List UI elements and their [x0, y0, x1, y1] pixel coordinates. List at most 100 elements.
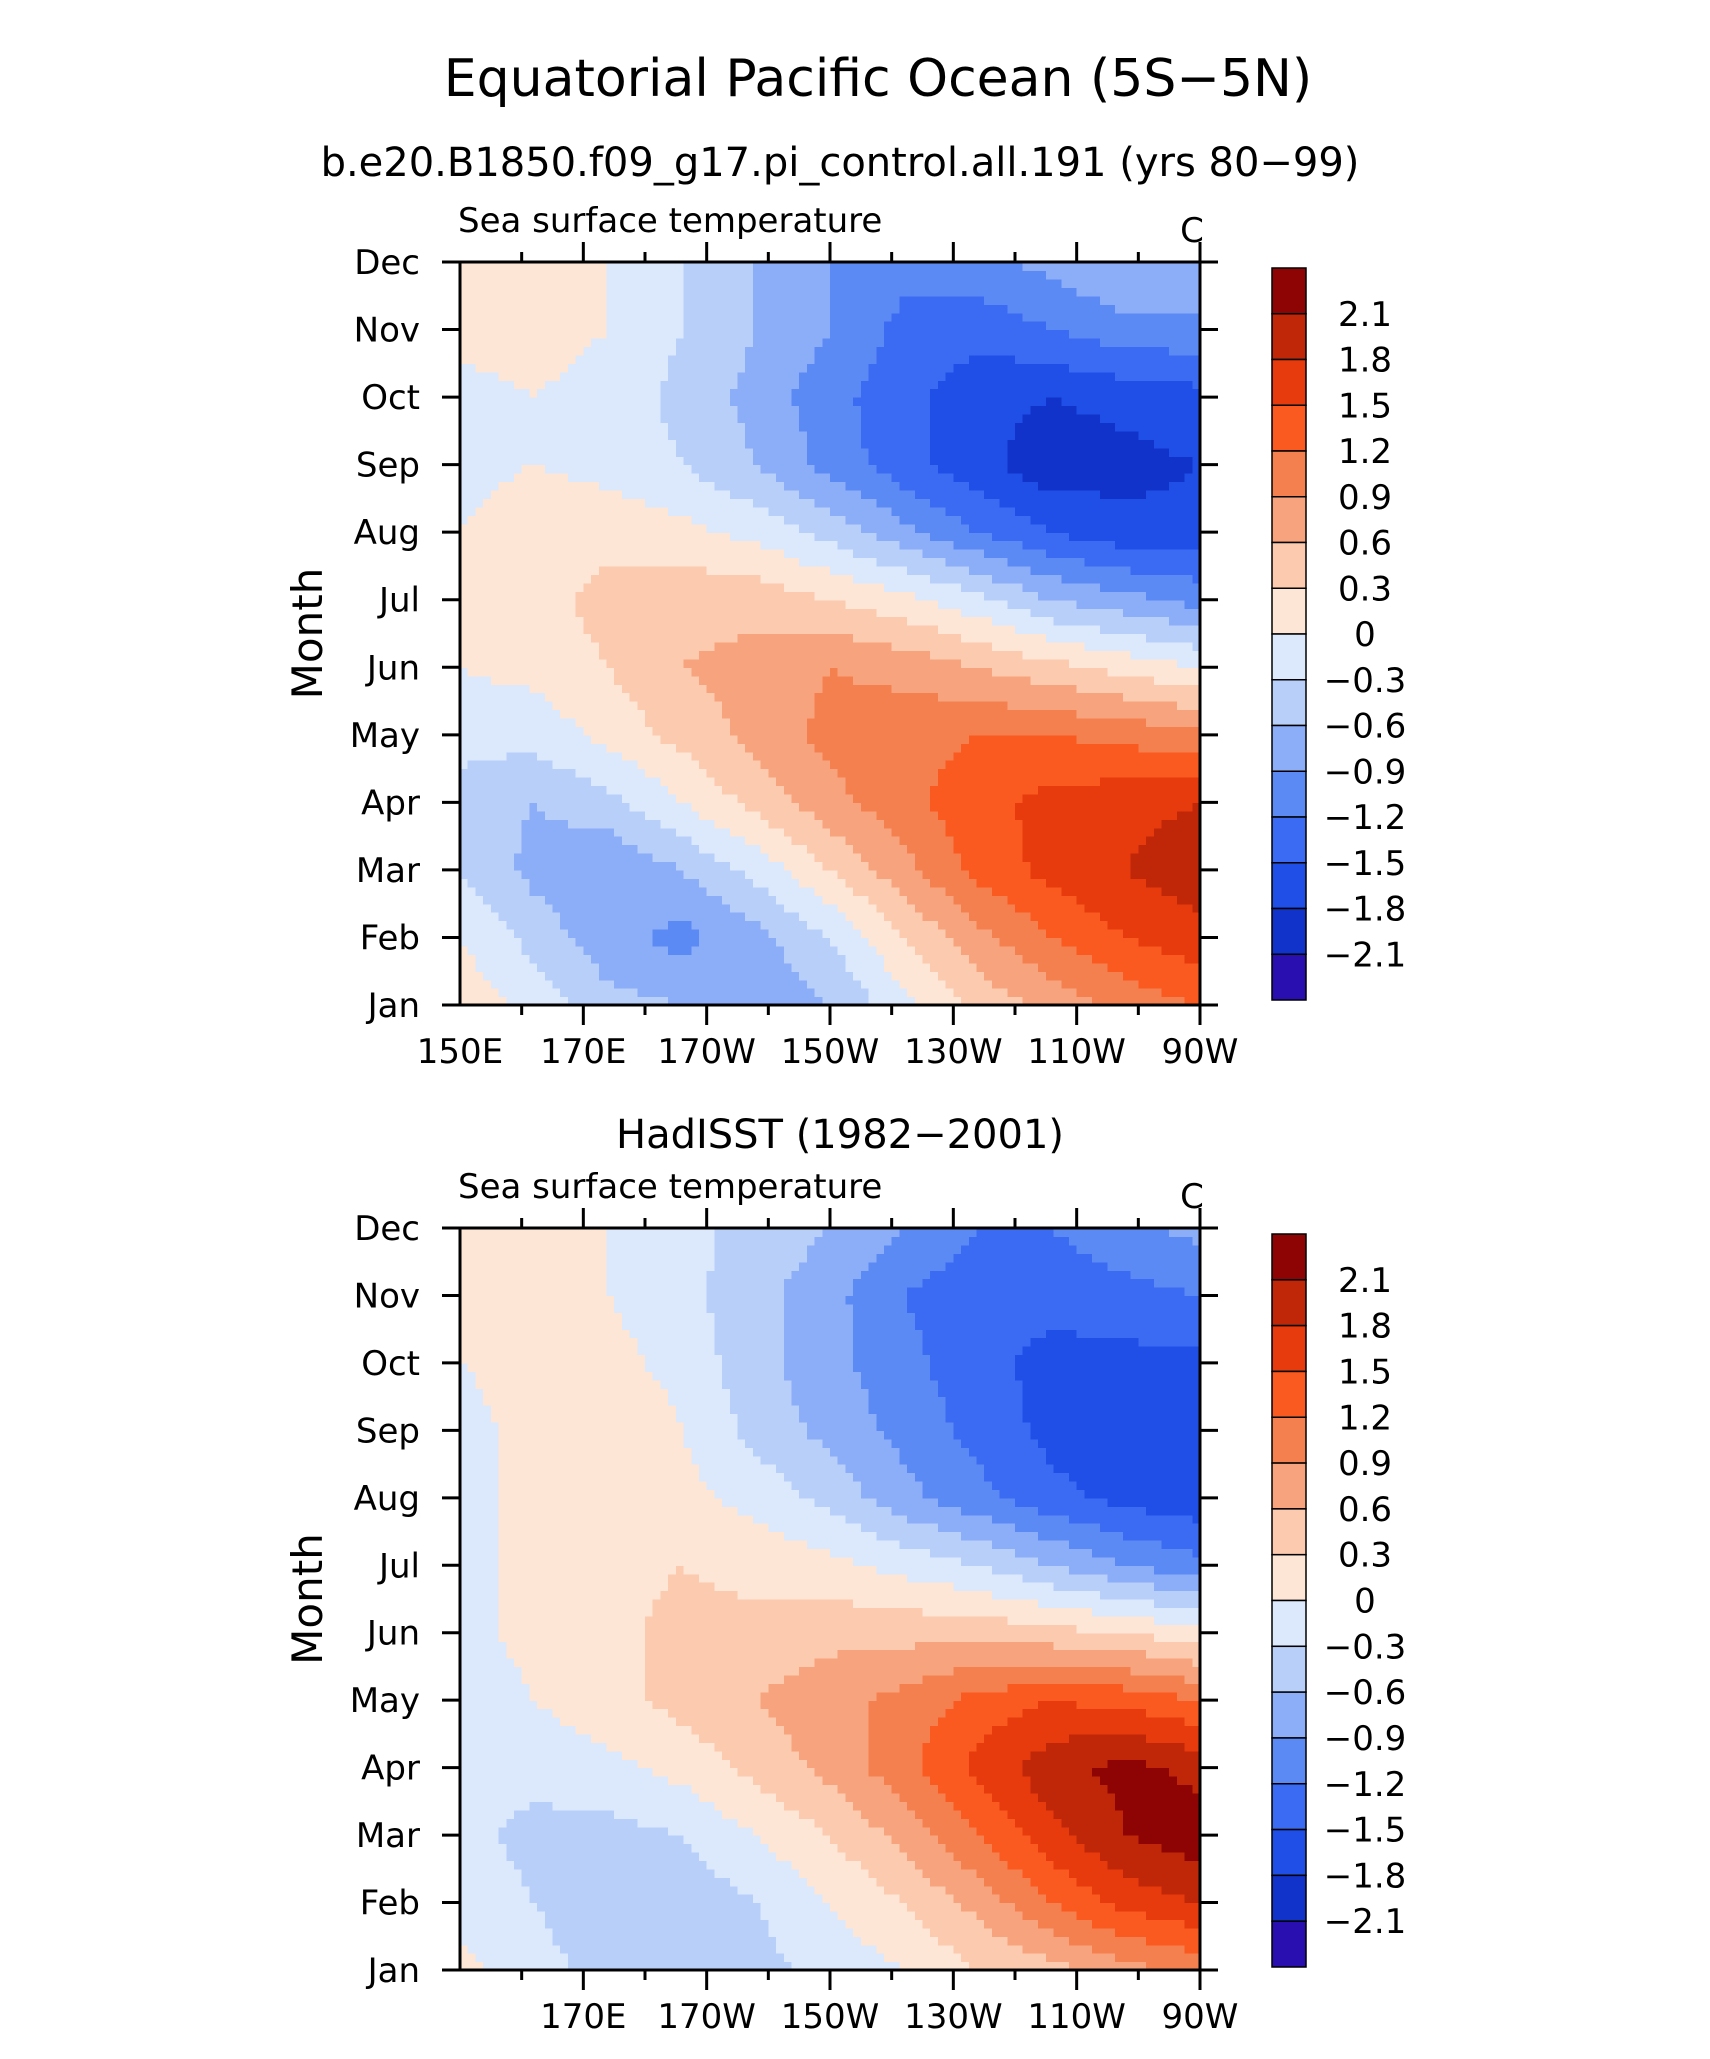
sst-cell: [1022, 971, 1032, 981]
sst-cell: [953, 886, 962, 896]
sst-cell: [791, 793, 800, 803]
sst-cell: [1022, 861, 1032, 871]
sst-cell: [914, 979, 924, 989]
sst-cell: [1176, 633, 1186, 643]
sst-cell: [806, 844, 816, 854]
sst-cell: [822, 962, 831, 972]
sst-cell: [1022, 912, 1032, 922]
sst-cell: [629, 996, 638, 1006]
sst-cell: [937, 616, 947, 626]
sst-cell: [1153, 675, 1163, 685]
sst-cell: [907, 582, 916, 592]
sst-cell: [1092, 684, 1101, 694]
sst-cell: [1122, 751, 1132, 761]
sst-cell: [498, 996, 507, 1006]
sst-cell: [883, 937, 893, 947]
sst-cell: [776, 996, 785, 1006]
sst-cell: [598, 599, 608, 609]
sst-cell: [498, 582, 507, 592]
sst-cell: [652, 920, 662, 930]
sst-cell: [1153, 836, 1163, 846]
sst-cell: [560, 853, 569, 863]
sst-cell: [1022, 777, 1032, 787]
sst-cell: [614, 853, 623, 863]
sst-cell: [1130, 912, 1139, 922]
sst-cell: [467, 962, 477, 972]
sst-cell: [691, 709, 700, 719]
sst-cell: [976, 988, 985, 998]
sst-cell: [853, 709, 862, 719]
sst-cell: [999, 819, 1008, 829]
sst-cell: [791, 878, 800, 888]
sst-cell: [976, 971, 985, 981]
sst-cell: [837, 844, 847, 854]
sst-cell: [483, 591, 492, 601]
sst-cell: [729, 971, 739, 981]
sst-cell: [1053, 903, 1062, 913]
sst-cell: [660, 903, 669, 913]
sst-cell: [1138, 650, 1147, 660]
sst-cell: [475, 565, 484, 575]
sst-cell: [860, 979, 870, 989]
sst-cell: [675, 785, 685, 795]
sst-cell: [1022, 625, 1032, 635]
sst-cell: [914, 633, 924, 643]
sst-cell: [467, 988, 477, 998]
sst-cell: [552, 962, 561, 972]
sst-cell: [937, 565, 947, 575]
sst-cell: [583, 726, 592, 736]
sst-cell: [1092, 962, 1101, 972]
sst-cell: [1084, 574, 1093, 584]
sst-cell: [968, 869, 978, 879]
sst-cell: [552, 582, 561, 592]
sst-cell: [552, 574, 561, 584]
sst-cell: [883, 861, 893, 871]
sst-cell: [467, 827, 477, 837]
sst-cell: [1061, 844, 1070, 854]
sst-cell: [1122, 920, 1132, 930]
sst-cell: [945, 760, 954, 770]
sst-cell: [1122, 709, 1132, 719]
sst-cell: [498, 675, 507, 685]
sst-cell: [591, 912, 600, 922]
sst-cell: [1169, 701, 1178, 711]
sst-cell: [945, 751, 954, 761]
sst-cell: [737, 827, 746, 837]
sst-cell: [668, 658, 677, 668]
sst-cell: [953, 988, 962, 998]
sst-cell: [1138, 912, 1147, 922]
sst-cell: [575, 962, 584, 972]
sst-cell: [1061, 954, 1070, 964]
sst-cell: [606, 945, 615, 955]
sst-cell: [853, 979, 862, 989]
sst-cell: [830, 802, 839, 812]
sst-cell: [1068, 836, 1078, 846]
sst-cell: [1045, 616, 1055, 626]
sst-cell: [583, 658, 592, 668]
sst-cell: [745, 988, 754, 998]
sst-cell: [621, 844, 631, 854]
sst-cell: [876, 582, 885, 592]
sst-cell: [837, 802, 847, 812]
sst-cell: [706, 836, 715, 846]
sst-cell: [737, 650, 746, 660]
sst-cell: [552, 692, 561, 702]
sst-cell: [529, 903, 538, 913]
sst-cell: [914, 971, 924, 981]
sst-cell: [621, 565, 631, 575]
sst-cell: [814, 988, 823, 998]
sst-cell: [907, 641, 916, 651]
sst-cell: [822, 895, 831, 905]
sst-cell: [999, 582, 1008, 592]
sst-cell: [1061, 701, 1070, 711]
sst-cell: [1192, 996, 1201, 1006]
sst-cell: [1084, 591, 1093, 601]
sst-cell: [1169, 717, 1178, 727]
sst-cell: [853, 633, 862, 643]
sst-cell: [752, 591, 762, 601]
sst-cell: [799, 971, 808, 981]
sst-cell: [899, 903, 908, 913]
sst-cell: [1184, 608, 1193, 618]
sst-cell: [529, 962, 538, 972]
sst-cell: [1184, 886, 1193, 896]
